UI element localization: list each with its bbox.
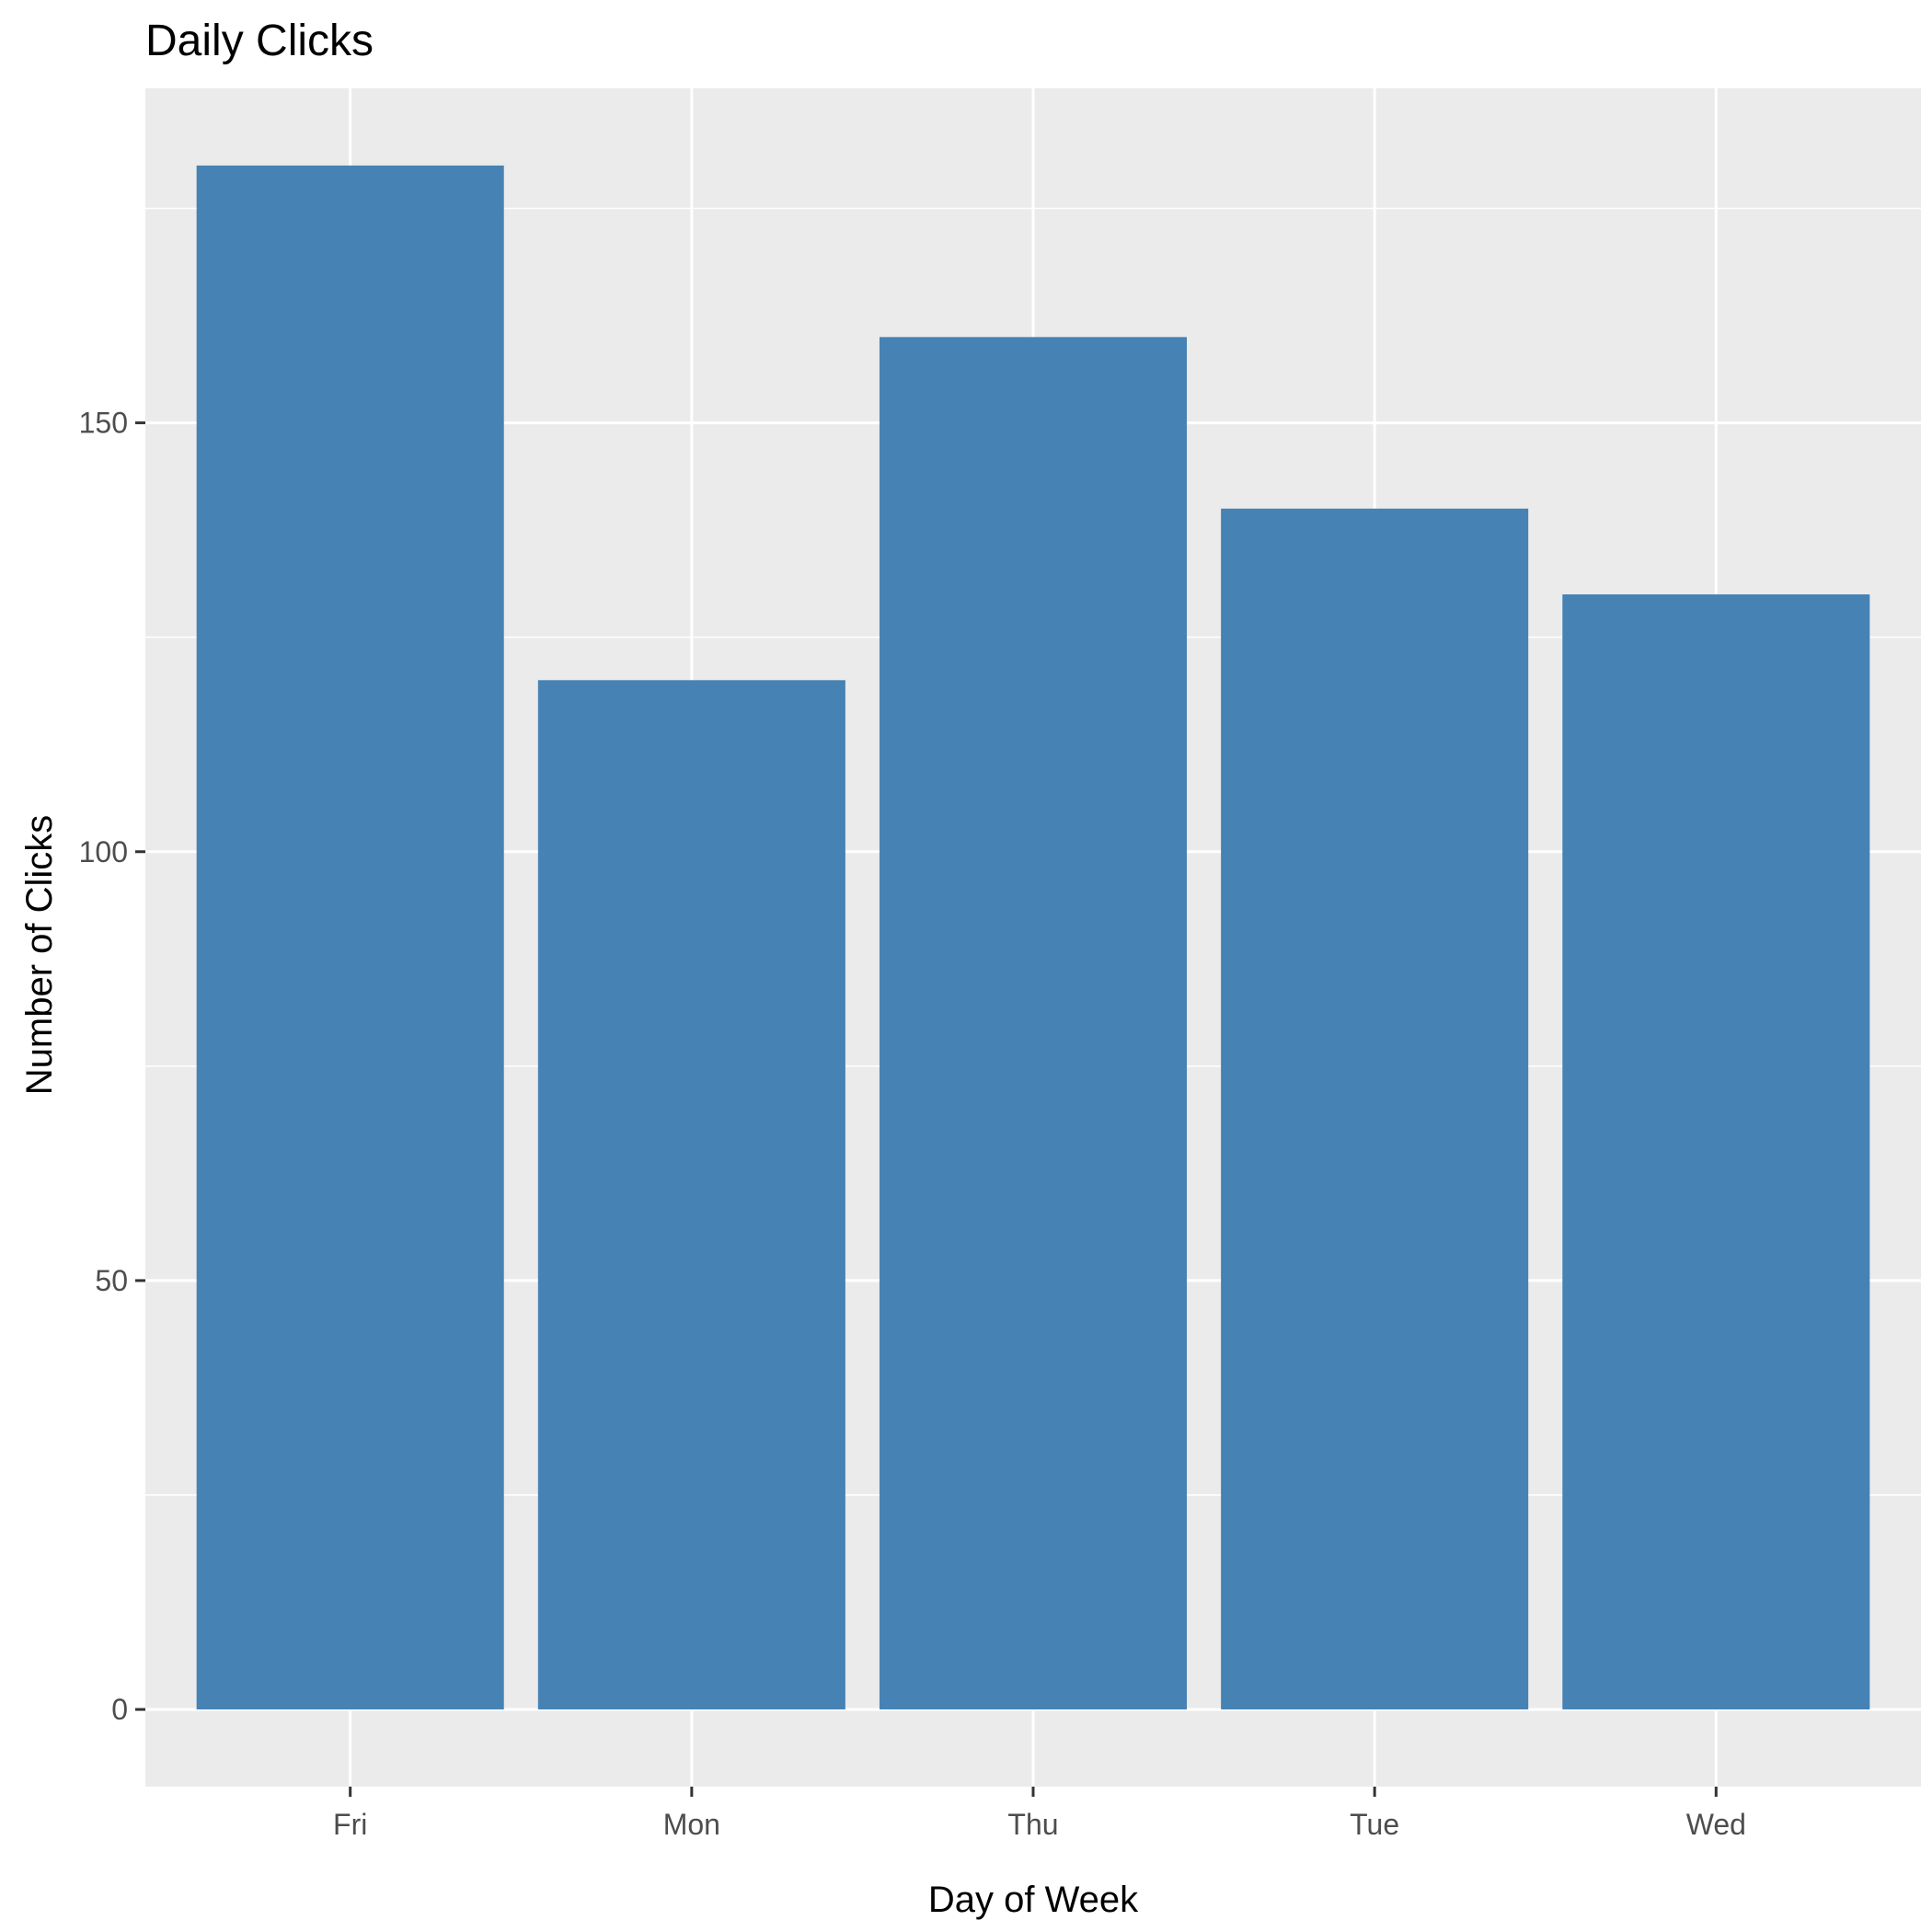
bar-thu bbox=[879, 337, 1188, 1710]
x-axis-title: Day of Week bbox=[928, 1880, 1139, 1920]
bar-fri bbox=[196, 165, 504, 1710]
y-tick-label: 50 bbox=[95, 1264, 128, 1297]
y-axis-title: Number of Clicks bbox=[19, 815, 60, 1096]
plot-panel bbox=[145, 88, 1921, 1787]
y-tick-label: 100 bbox=[79, 835, 128, 868]
x-tick-label: Thu bbox=[1007, 1808, 1058, 1841]
bars bbox=[196, 165, 1870, 1710]
y-axis: 0 50 100 150 bbox=[79, 407, 145, 1726]
x-axis: Fri Mon Thu Tue Wed bbox=[333, 1787, 1746, 1841]
x-tick-label: Fri bbox=[333, 1808, 367, 1841]
x-tick-label: Tue bbox=[1350, 1808, 1399, 1841]
chart-title: Daily Clicks bbox=[145, 17, 374, 65]
x-tick-label: Wed bbox=[1686, 1808, 1746, 1841]
bar-wed bbox=[1562, 594, 1870, 1710]
bar-mon bbox=[537, 680, 845, 1710]
x-tick-label: Mon bbox=[663, 1808, 720, 1841]
y-tick-label: 150 bbox=[79, 407, 128, 440]
bar-tue bbox=[1221, 508, 1529, 1710]
y-tick-label: 0 bbox=[111, 1693, 128, 1726]
